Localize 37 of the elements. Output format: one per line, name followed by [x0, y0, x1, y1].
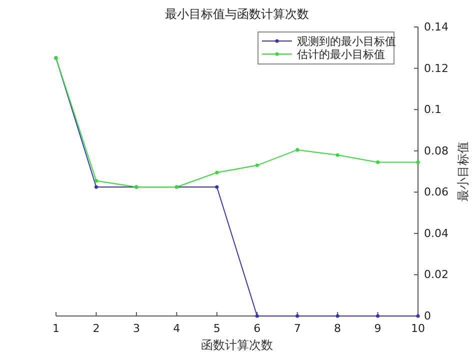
- x-tick-label: 4: [173, 322, 180, 335]
- x-tick-label: 6: [254, 322, 261, 335]
- x-tick-label: 3: [132, 322, 140, 335]
- point: [296, 148, 300, 152]
- point: [336, 153, 340, 157]
- chart-title: 最小目标值与函数计算次数: [165, 7, 309, 21]
- point: [255, 164, 259, 168]
- point: [376, 314, 380, 318]
- point: [94, 185, 98, 189]
- x-tick-label: 5: [213, 322, 220, 335]
- point: [255, 314, 259, 318]
- legend-label: 估计的最小目标值: [297, 48, 385, 61]
- point: [296, 314, 300, 318]
- x-tick-label: 9: [374, 322, 382, 335]
- point: [376, 160, 380, 164]
- y-tick-label: 0.14: [424, 20, 448, 34]
- point: [416, 160, 420, 164]
- x-tick-label: 7: [294, 322, 301, 335]
- legend-label: 观测到的最小目标值: [297, 35, 396, 48]
- y-axis-title: 最小目标值: [456, 142, 470, 202]
- point: [215, 185, 219, 189]
- y-tick-label: 0.12: [424, 62, 448, 75]
- x-tick-label: 8: [334, 322, 342, 335]
- point: [416, 314, 420, 318]
- y-tick-label: 0: [424, 310, 431, 323]
- x-tick-label: 10: [411, 322, 425, 335]
- point: [94, 179, 98, 183]
- point: [215, 170, 219, 174]
- y-tick-label: 0.04: [424, 226, 448, 240]
- x-tick-label: 2: [92, 322, 100, 335]
- y-tick-label: 0.06: [424, 186, 448, 199]
- x-axis-title: 函数计算次数: [201, 338, 273, 352]
- x-tick-label: 1: [52, 322, 60, 335]
- y-tick-label: 0.02: [424, 268, 448, 282]
- y-tick-label: 0.08: [424, 144, 448, 158]
- point: [336, 314, 340, 318]
- y-tick-label: 0.1: [424, 103, 442, 116]
